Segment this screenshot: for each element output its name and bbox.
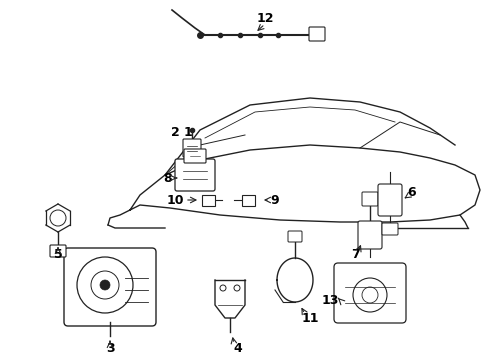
Text: 7: 7 [351,248,359,261]
Text: 9: 9 [270,194,279,207]
Text: 12: 12 [256,12,274,24]
FancyBboxPatch shape [309,27,325,41]
FancyBboxPatch shape [378,184,402,216]
Text: 6: 6 [408,185,416,198]
FancyBboxPatch shape [288,231,302,242]
Text: 8: 8 [164,171,172,184]
FancyBboxPatch shape [242,194,254,206]
FancyBboxPatch shape [362,192,378,206]
FancyBboxPatch shape [183,139,201,157]
Text: 11: 11 [301,311,319,324]
Text: 5: 5 [53,248,62,261]
FancyBboxPatch shape [358,221,382,249]
Circle shape [50,210,66,226]
Text: 10: 10 [166,194,184,207]
Circle shape [100,280,110,290]
FancyBboxPatch shape [184,149,206,163]
Circle shape [77,257,133,313]
FancyBboxPatch shape [334,263,406,323]
Circle shape [91,271,119,299]
FancyBboxPatch shape [50,245,66,257]
Circle shape [362,287,378,303]
Text: 1: 1 [184,126,193,139]
Text: 2: 2 [171,126,179,139]
FancyBboxPatch shape [201,194,215,206]
FancyBboxPatch shape [382,223,398,235]
FancyBboxPatch shape [175,159,215,191]
Text: 4: 4 [234,342,243,355]
Text: 3: 3 [106,342,114,355]
Circle shape [353,278,387,312]
FancyBboxPatch shape [64,248,156,326]
Circle shape [234,285,240,291]
Circle shape [220,285,226,291]
Text: 13: 13 [321,293,339,306]
